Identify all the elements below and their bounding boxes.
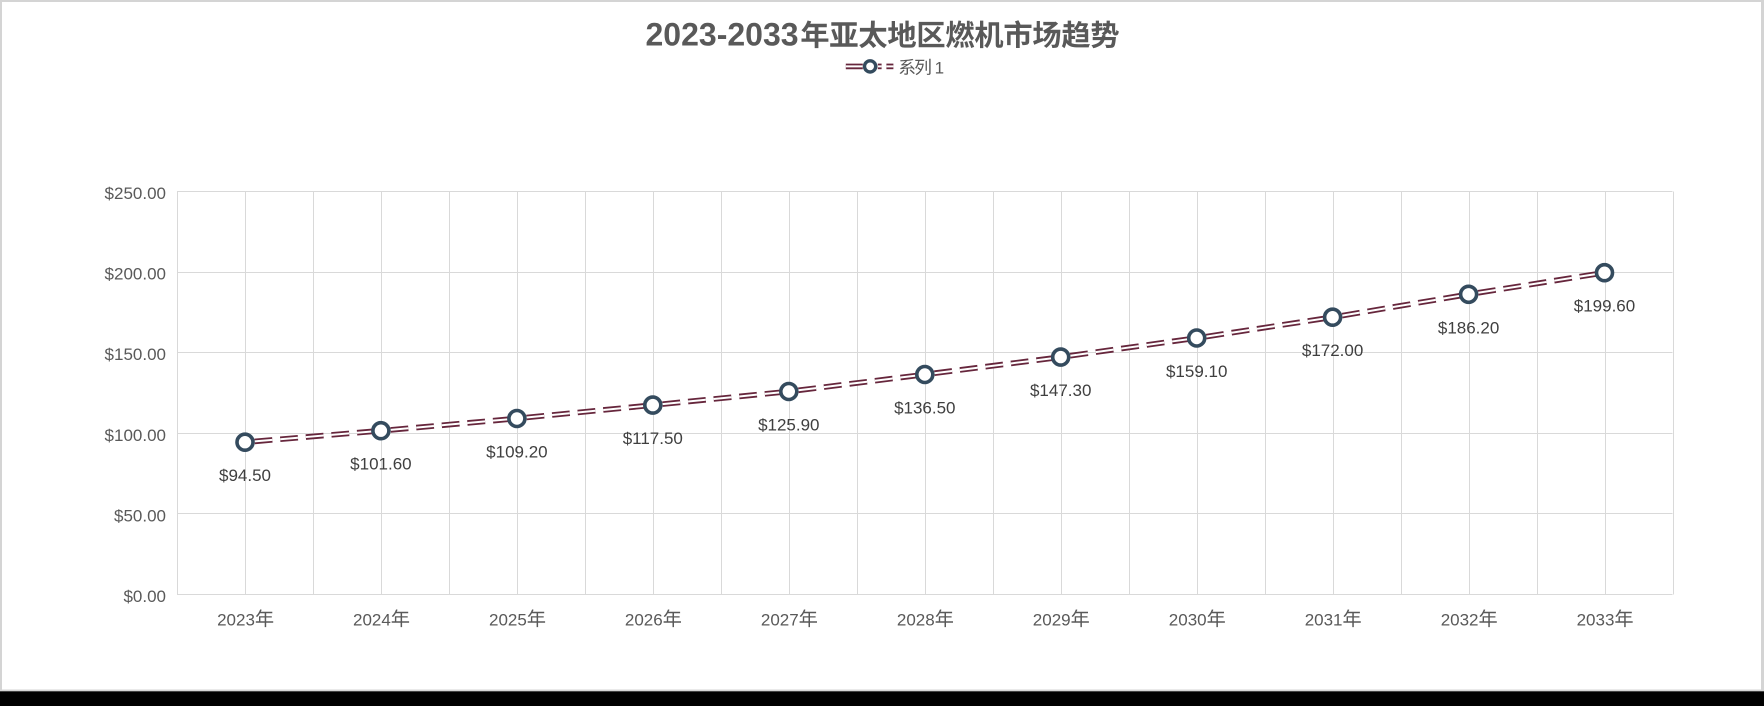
- svg-text:$94.50: $94.50: [219, 466, 271, 485]
- svg-text:$109.20: $109.20: [486, 443, 547, 462]
- svg-text:2024: 2024: [353, 611, 391, 630]
- svg-text:$199.60: $199.60: [1574, 297, 1635, 316]
- svg-text:$0.00: $0.00: [123, 587, 166, 606]
- svg-text:2033: 2033: [1577, 611, 1615, 630]
- svg-text:$150.00: $150.00: [105, 345, 166, 364]
- svg-text:2023: 2023: [217, 611, 255, 630]
- svg-text:$200.00: $200.00: [105, 265, 166, 284]
- svg-text:2032: 2032: [1441, 611, 1479, 630]
- svg-text:$136.50: $136.50: [894, 399, 955, 418]
- svg-text:2026: 2026: [625, 611, 663, 630]
- svg-text:2031: 2031: [1305, 611, 1343, 630]
- svg-text:$50.00: $50.00: [114, 506, 166, 525]
- svg-text:$172.00: $172.00: [1302, 341, 1363, 360]
- svg-text:$101.60: $101.60: [350, 455, 411, 474]
- svg-text:$117.50: $117.50: [623, 429, 683, 448]
- svg-text:$186.20: $186.20: [1438, 318, 1499, 337]
- svg-text:2028: 2028: [897, 611, 935, 630]
- svg-text:2030: 2030: [1169, 611, 1207, 630]
- svg-text:1: 1: [935, 59, 944, 78]
- svg-text:2025: 2025: [489, 611, 527, 630]
- svg-text:$250.00: $250.00: [105, 184, 166, 203]
- svg-text:2027: 2027: [761, 611, 799, 630]
- svg-text:$147.30: $147.30: [1030, 381, 1091, 400]
- svg-text:$159.10: $159.10: [1166, 362, 1227, 381]
- svg-text:2023-2033: 2023-2033: [646, 17, 799, 53]
- svg-text:$100.00: $100.00: [105, 426, 166, 445]
- svg-text:2029: 2029: [1033, 611, 1071, 630]
- svg-text:$125.90: $125.90: [758, 416, 819, 435]
